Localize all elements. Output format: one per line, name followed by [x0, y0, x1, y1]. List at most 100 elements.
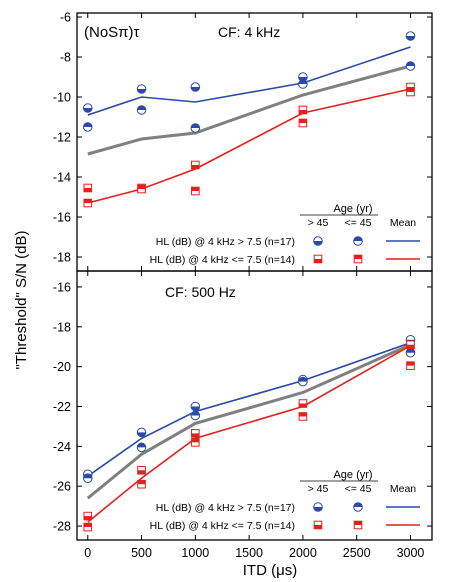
x-tick-label: 3000	[397, 546, 425, 560]
point-low_hl-age_gt45	[191, 429, 200, 438]
y-tick-label: -24	[53, 440, 71, 454]
legend-marker-low-gt45-fill	[314, 259, 322, 263]
legend-row-low-label: HL (dB) @ 4 kHz <= 7.5 (n=14)	[150, 520, 295, 532]
point-low_hl-age_gt45	[298, 105, 308, 115]
point-high_hl-age_le45-fill	[83, 473, 93, 479]
legend-col-gt45: > 45	[308, 483, 329, 495]
point-high_hl-age_le45	[136, 442, 147, 453]
legend-marker-high-gt45-fill	[313, 507, 323, 512]
point-low_hl-age_gt45-fill	[299, 403, 307, 408]
point-high_hl-age_le45	[298, 79, 308, 89]
panel-top: -6 -8 -10 -12 -14 -16 -18 (NoSπ)τ CF: 4 kHz Age (…	[53, 11, 433, 272]
panel-label-cf: CF: 4 kHz	[218, 24, 280, 40]
point-low_hl-age_le45-fill	[191, 187, 200, 191]
point-low_hl-age_le45	[83, 198, 93, 208]
point-high_hl-age_gt45-fill	[191, 87, 200, 92]
line-low_hl-mean	[87, 88, 411, 204]
point-high_hl-age_le45	[190, 123, 201, 133]
point-low_hl-age_gt45	[298, 399, 308, 408]
point-high_hl-age_le45	[82, 473, 93, 484]
point-low_hl-age_gt45-fill	[299, 110, 307, 114]
legend-col-mean: Mean	[390, 483, 416, 495]
point-high_hl-age_gt45	[190, 401, 201, 412]
point-low_hl-age_le45	[137, 479, 146, 489]
point-low_hl-age_le45-fill	[137, 480, 146, 485]
point-high_hl-age_le45	[405, 61, 416, 71]
legend-marker-low-le45	[353, 254, 363, 264]
legend-marker-low-le45-fill	[354, 521, 362, 525]
point-low_hl-age_le45	[406, 361, 415, 370]
legend-row-low-label: HL (dB) @ 4 kHz <= 7.5 (n=14)	[150, 254, 295, 266]
legend-marker-high-le45-fill	[353, 236, 363, 241]
legend-marker-high-le45	[353, 502, 363, 512]
y-tick-label: -12	[53, 131, 71, 145]
line-overall_mean-mean	[86, 343, 412, 500]
point-low_hl-age_le45-fill	[299, 119, 307, 123]
point-low_hl-age_le45-fill	[299, 412, 307, 417]
point-high_hl-age_le45-fill	[298, 377, 308, 382]
legend-marker-low-le45	[353, 520, 363, 530]
point-low_hl-age_gt45-fill	[191, 165, 200, 169]
point-high_hl-age_gt45	[136, 427, 147, 438]
legend-marker-high-le45-fill	[353, 502, 363, 507]
point-high_hl-age_le45	[82, 122, 93, 132]
x-tick-label: 2000	[289, 546, 317, 560]
point-low_hl-age_le45	[83, 522, 93, 532]
point-low_hl-age_gt45	[137, 465, 146, 475]
y-tick-label: -18	[53, 251, 71, 265]
point-high_hl-age_le45-fill	[406, 348, 415, 353]
y-tick-label: -22	[53, 400, 71, 414]
point-low_hl-age_gt45	[83, 183, 93, 193]
point-low_hl-age_le45	[191, 186, 200, 196]
legend-col-mean: Mean	[390, 217, 416, 229]
point-low_hl-age_gt45-fill	[137, 470, 146, 475]
x-axis-label: ITD (μs)	[243, 562, 297, 579]
legend-age-title: Age (yr)	[333, 469, 372, 481]
legend-marker-low-gt45	[313, 254, 323, 264]
legend-col-le45: <= 45	[345, 217, 372, 229]
legend-age-title: Age (yr)	[333, 203, 372, 215]
point-high_hl-age_le45-fill	[191, 411, 200, 416]
y-tick-label: -6	[60, 11, 71, 25]
point-high_hl-age_gt45-fill	[83, 108, 93, 113]
line-low_hl-mean	[87, 345, 411, 523]
legend-marker-high-le45	[353, 236, 363, 246]
point-high_hl-age_le45	[298, 376, 308, 387]
point-high_hl-age_le45-fill	[406, 61, 415, 66]
panel-label-cf: CF: 500 Hz	[165, 284, 236, 300]
point-low_hl-age_le45-fill	[406, 361, 415, 366]
point-high_hl-age_gt45	[82, 103, 93, 113]
plot-frame	[76, 270, 433, 541]
x-tick-label: 0	[84, 546, 91, 560]
point-high_hl-age_gt45-fill	[137, 432, 146, 437]
legend: Age (yr) > 45 <= 45 Mean HL (dB) @ 4 kHz > 7…	[150, 469, 420, 532]
point-high_hl-age_le45	[190, 410, 201, 421]
legend-marker-high-gt45	[313, 236, 323, 246]
point-low_hl-age_gt45-fill	[83, 188, 92, 192]
legend-marker-high-gt45-fill	[313, 241, 323, 246]
point-high_hl-age_gt45-fill	[406, 36, 415, 41]
legend: Age (yr) > 45 <= 45 Mean HL (dB) @ 4 kHz > 7…	[150, 203, 420, 266]
point-low_hl-age_le45-fill	[406, 88, 415, 92]
point-high_hl-age_le45	[405, 347, 416, 358]
point-low_hl-age_gt45	[83, 511, 93, 521]
panel-bottom: -16 -18 -20 -22 -24 -26 -28 0 500 1000 1500 2000 250…	[53, 270, 433, 560]
point-high_hl-age_le45-fill	[137, 443, 146, 448]
y-tick-label: -16	[53, 280, 71, 294]
point-high_hl-age_gt45-fill	[191, 406, 200, 411]
legend-marker-low-gt45-fill	[314, 525, 322, 529]
point-low_hl-age_gt45-fill	[191, 433, 200, 438]
point-high_hl-age_le45-fill	[137, 105, 146, 110]
point-low_hl-age_gt45	[191, 160, 200, 170]
panel-label-condition: (NoSπ)τ	[84, 24, 140, 41]
point-low_hl-age_le45	[191, 438, 200, 447]
point-low_hl-age_le45-fill	[83, 523, 92, 528]
line-high_hl-mean	[87, 46, 411, 116]
point-low_hl-age_le45	[406, 87, 415, 97]
point-high_hl-age_le45	[136, 105, 147, 115]
point-high_hl-age_gt45-fill	[137, 89, 146, 94]
y-tick-label: -28	[53, 520, 71, 534]
x-tick-label: 500	[131, 546, 152, 560]
point-high_hl-age_gt45	[136, 84, 147, 94]
